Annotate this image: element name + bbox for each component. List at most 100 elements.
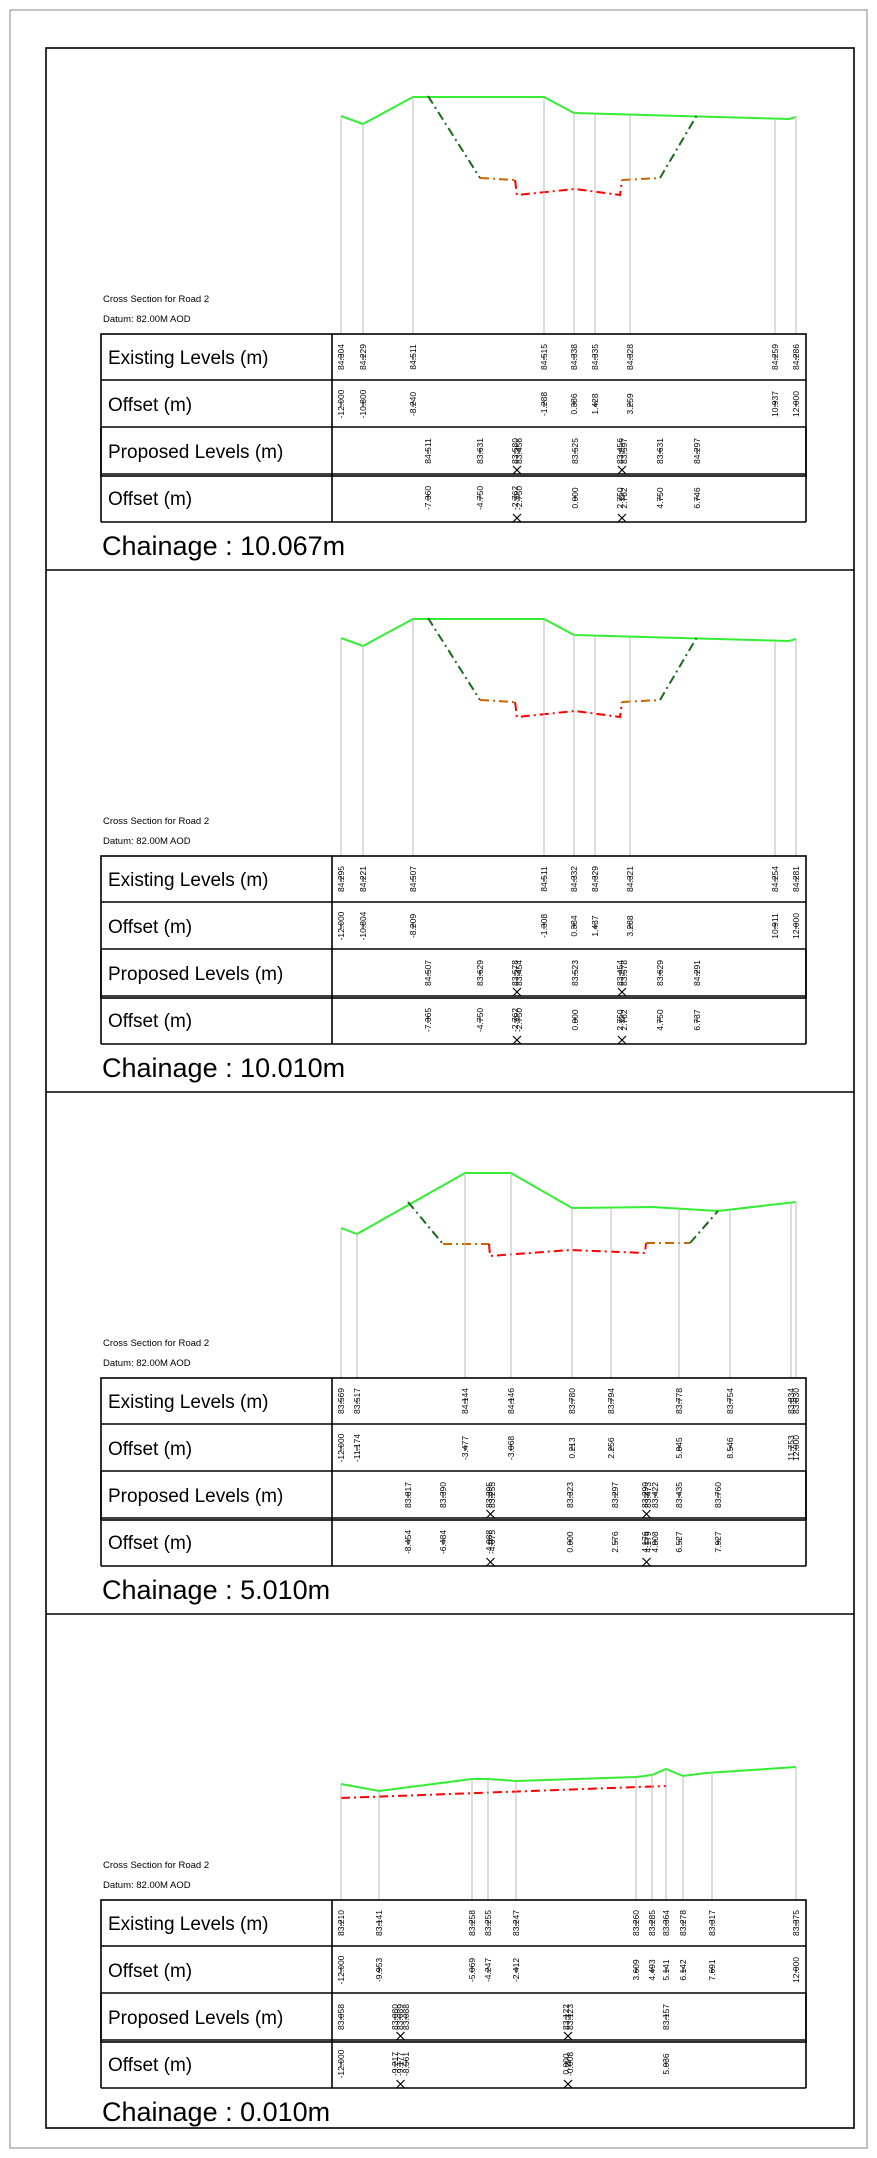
existing-offset-value: -12.000 (336, 1433, 346, 1462)
proposed-level-value: 83.088 (401, 2004, 411, 2030)
existing-offset-values: -12.000 -10.800 -8.240 -1.288 0.386 1.428 3.25… (336, 389, 801, 418)
existing-ground-line (340, 96, 797, 126)
existing-level-value: 84.254 (770, 866, 780, 892)
row-label-proposed-levels: Proposed Levels (m) (108, 1486, 283, 1507)
section-title: Cross Section for Road 2 (103, 1338, 209, 1349)
existing-offset-values: -12.000 -10.804 -8.209 -1.308 0.384 1.437 3.28… (336, 911, 801, 940)
proposed-road-line (514, 701, 623, 719)
break-mark (396, 2079, 405, 2089)
proposed-offset-value: 2.750 (615, 1009, 625, 1031)
proposed-level-value: 83.435 (674, 1482, 684, 1508)
break-mark (617, 465, 627, 475)
existing-level-value: 84.507 (408, 866, 418, 892)
side-slope-left (427, 95, 481, 179)
proposed-level-value: 83.597 (619, 438, 629, 464)
break-mark (563, 2031, 573, 2041)
row-label-offset: Offset (m) (108, 2055, 192, 2076)
proposed-road-line (514, 179, 623, 197)
break-mark (642, 1557, 651, 1567)
proposed-level-value: 84.511 (423, 438, 433, 464)
proposed-offset-value: 7.927 (713, 1531, 723, 1553)
offset-gridlines (340, 619, 797, 856)
proposed-level-value: 83.525 (570, 438, 580, 464)
proposed-level-value: 83.080 (390, 2004, 400, 2030)
proposed-level-value: 83.089 (395, 2004, 405, 2030)
existing-level-value: 84.329 (590, 866, 600, 892)
chainage-label: Chainage : 10.067m (102, 531, 345, 561)
proposed-offset-value: -4.075 (487, 1530, 497, 1554)
break-mark (642, 1509, 651, 1519)
break-mark (512, 987, 522, 997)
existing-level-values: 84.295 84.221 84.507 84.511 84.332 84.329 84.3… (336, 866, 801, 892)
row-label-existing-levels: Existing Levels (m) (108, 1392, 269, 1413)
existing-offset-value: 3.259 (625, 393, 635, 415)
proposed-offset-value: -9.217 (390, 2052, 400, 2076)
proposed-offset-value: -12.000 (336, 2049, 346, 2078)
data-table (100, 855, 807, 1045)
datum-label: Datum: 82.00M AOD (103, 1880, 191, 1891)
existing-offset-value: -1.288 (539, 392, 549, 416)
offset-gridlines (340, 1767, 797, 1900)
existing-level-value: 84.259 (770, 344, 780, 370)
existing-level-value: 83.258 (467, 1910, 477, 1936)
existing-level-value: 84.146 (506, 1388, 516, 1414)
chainage-label: Chainage : 5.010m (102, 1575, 330, 1605)
proposed-offset-value: 2.576 (610, 1531, 620, 1553)
existing-offset-value: 4.493 (647, 1959, 657, 1981)
existing-offset-value: -5.069 (467, 1958, 477, 1982)
row-label-proposed-levels: Proposed Levels (m) (108, 442, 283, 463)
proposed-level-value: 83.255 (487, 1482, 497, 1508)
existing-offset-value: -8.209 (408, 914, 418, 938)
proposed-level-value: 83.323 (565, 1482, 575, 1508)
existing-level-value: 83.210 (336, 1910, 346, 1936)
existing-offset-value: 10.911 (770, 913, 780, 939)
break-mark (486, 1557, 495, 1567)
existing-offset-value: -8.240 (408, 392, 418, 416)
proposed-level-value: 83.631 (475, 438, 485, 464)
existing-level-value: 84.286 (791, 344, 801, 370)
proposed-offset-value: 2.762 (619, 1009, 629, 1031)
proposed-level-value: 83.631 (655, 438, 665, 464)
break-mark (396, 2031, 405, 2041)
existing-offset-value: 5.845 (674, 1437, 684, 1459)
datum-label: Datum: 82.00M AOD (103, 314, 191, 325)
existing-level-value: 83.278 (678, 1910, 688, 1936)
existing-offset-value: -3.068 (506, 1436, 516, 1460)
existing-offset-value: -10.800 (358, 389, 368, 418)
proposed-offset-value: 6.746 (692, 487, 702, 509)
break-mark (617, 987, 627, 997)
break-mark (512, 513, 522, 523)
side-slope-left (427, 617, 481, 701)
proposed-offset-value: -7.360 (423, 486, 433, 510)
existing-level-value: 84.515 (539, 344, 549, 370)
row-label-existing-levels: Existing Levels (m) (108, 1914, 269, 1935)
existing-level-value: 83.830 (791, 1388, 801, 1414)
proposed-offset-value: 4.179 (643, 1531, 653, 1553)
break-mark (617, 1035, 627, 1045)
proposed-level-value: 84.291 (692, 960, 702, 986)
existing-ground-line (340, 618, 797, 648)
existing-level-value: 83.285 (647, 1910, 657, 1936)
proposed-offset-values: -8.454 -6.484 -4.088-4.075 0.000 2.576 4.1764… (403, 1530, 723, 1567)
proposed-offset-value: -0.008 (565, 2052, 575, 2076)
proposed-offset-value: 0.000 (565, 1531, 575, 1553)
existing-level-value: 84.321 (625, 866, 635, 892)
proposed-offset-value: 5.036 (661, 2053, 671, 2075)
shoulder-left (479, 699, 516, 703)
offset-gridlines (340, 1173, 797, 1378)
proposed-offset-value: -7.365 (423, 1008, 433, 1032)
existing-offset-value: 0.213 (567, 1437, 577, 1459)
chainage-label: Chainage : 0.010m (102, 2097, 330, 2127)
existing-offset-value: 3.609 (631, 1959, 641, 1981)
existing-offset-value: -12.000 (336, 389, 346, 418)
existing-level-value: 83.247 (511, 1910, 521, 1936)
existing-level-value: 84.338 (569, 344, 579, 370)
proposed-level-value: 83.123 (565, 2004, 575, 2030)
proposed-level-value: 83.760 (713, 1482, 723, 1508)
proposed-offset-value: -8.454 (403, 1530, 413, 1554)
break-mark (512, 1035, 522, 1045)
existing-level-value: 83.364 (661, 1910, 671, 1936)
side-slope-right (689, 1210, 719, 1244)
existing-level-value: 84.144 (460, 1388, 470, 1414)
